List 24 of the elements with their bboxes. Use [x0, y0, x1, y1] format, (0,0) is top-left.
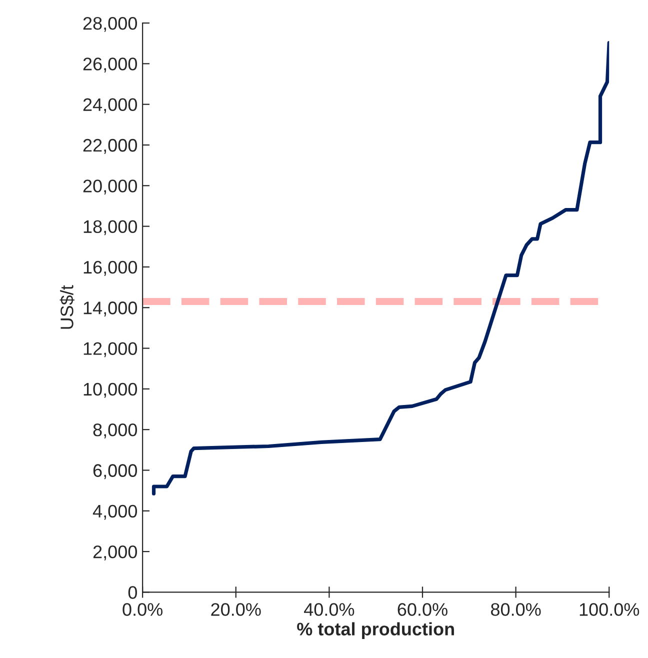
line-series	[152, 40, 610, 496]
y-tick-label: 20,000	[83, 180, 137, 195]
x-tick-label: 60.0%	[398, 603, 448, 616]
y-tick-label: 8,000	[93, 424, 137, 438]
y-tick-label: 18,000	[84, 220, 137, 236]
y-tick-label: 2,000	[93, 545, 137, 560]
y-tick-label: 16,000	[84, 260, 137, 276]
y-tick-label: 22,000	[83, 138, 137, 154]
y-tick-label: 24,000	[83, 98, 137, 114]
x-tick-label: 40.0%	[304, 603, 354, 616]
y-tick-label: 0	[128, 586, 137, 599]
y-tick-label: 26,000	[83, 58, 137, 73]
x-tick-label: 20.0%	[211, 603, 261, 616]
x-tick-label: 0.0%	[122, 603, 162, 616]
x-tick-label: 80.0%	[490, 603, 541, 616]
x-tick-label: 100.0%	[580, 603, 640, 616]
y-tick-label: 28,000	[83, 16, 137, 32]
y-tick-label: 12,000	[84, 342, 137, 358]
y-tick-label: 6,000	[93, 464, 137, 480]
y-tick-label: 4,000	[92, 504, 137, 520]
x-axis-title: % total production	[297, 622, 454, 640]
y-tick-label: 14,000	[84, 302, 137, 316]
y-axis-title: US$/t	[60, 285, 74, 329]
y-tick-label: 10,000	[84, 382, 137, 398]
